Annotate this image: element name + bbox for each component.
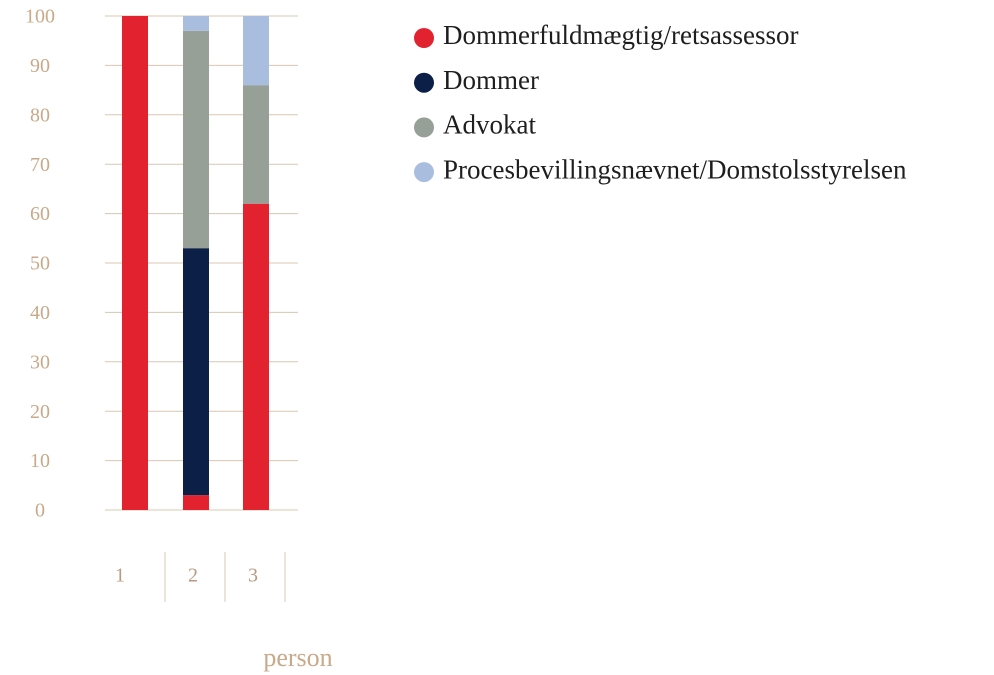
x-axis-label: person	[263, 643, 332, 672]
bar-segment	[183, 248, 209, 496]
legend-marker	[414, 72, 434, 93]
bar-segment	[183, 30, 209, 249]
bar-segment	[183, 16, 209, 31]
legend-label: Dommer	[443, 65, 539, 95]
bar-segment	[183, 495, 209, 510]
legend-label: Procesbevillingsnævnet/Domstolsstyrelsen	[443, 154, 907, 184]
x-tick-label: 3	[248, 565, 258, 587]
x-tick-label: 1	[115, 565, 125, 587]
y-tick-label: 50	[30, 253, 50, 275]
y-tick-label: 20	[30, 401, 50, 423]
legend-marker	[414, 117, 434, 138]
bar-segment	[243, 16, 269, 86]
y-tick-label: 10	[30, 450, 50, 472]
y-tick-label: 100	[25, 6, 55, 28]
bar-segment	[122, 16, 148, 510]
y-tick-label: 0	[35, 500, 45, 522]
legend-marker	[414, 162, 434, 183]
bar-segment	[243, 203, 269, 510]
legend-marker	[414, 28, 434, 48]
y-tick-label: 80	[30, 104, 50, 126]
y-tick-label: 30	[30, 351, 50, 373]
y-tick-label: 60	[30, 203, 50, 225]
y-tick-label: 90	[30, 55, 50, 77]
y-tick-label: 40	[30, 302, 50, 324]
legend-label: Advokat	[443, 110, 536, 140]
y-tick-label: 70	[30, 154, 50, 176]
x-tick-label: 2	[188, 565, 198, 587]
bar-segment	[243, 85, 269, 204]
legend-label: Dommerfuldmægtig/retsassessor	[443, 20, 798, 50]
